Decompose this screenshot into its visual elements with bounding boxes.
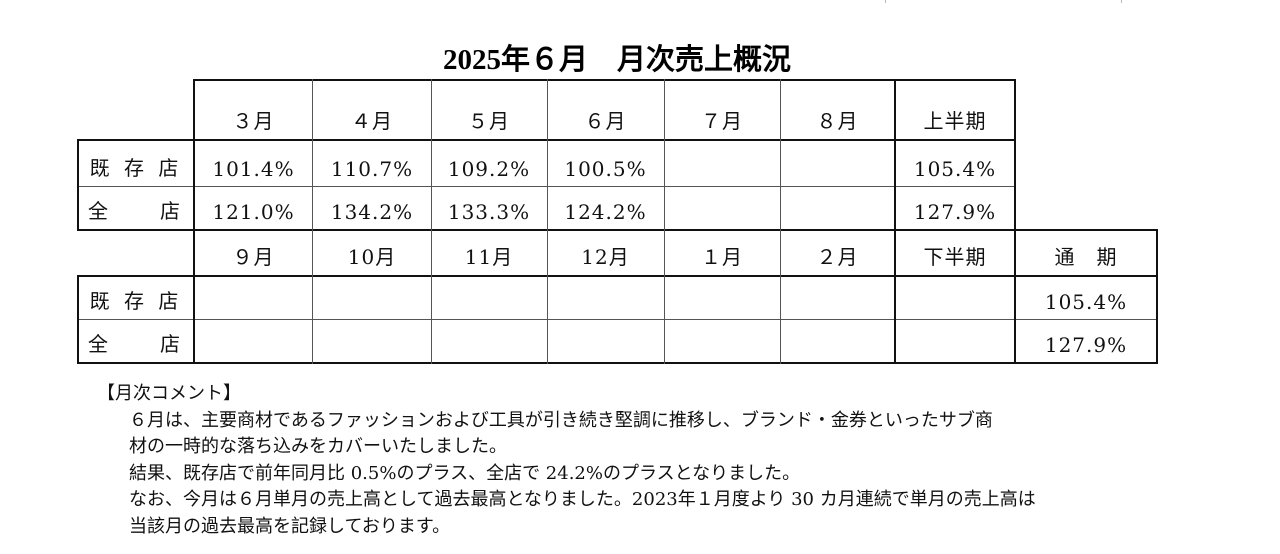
table-cell: 100.5% [564,157,647,181]
header-cell: １月 [701,245,743,269]
grid-line [780,79,781,364]
header-cell: ７月 [701,109,743,133]
header-cell: 12月 [581,245,630,269]
header-cell: ４月 [351,109,393,133]
comment-line: 材の一時的な落ち込みをカバーいたしました。 [129,436,507,457]
row-label-existing-stores: 既 存 店 [89,289,183,313]
comment-heading: 【月次コメント】 [97,383,241,404]
header-cell: ５月 [468,109,510,133]
header-cell: ６月 [584,109,627,133]
table-cell: 105.4% [913,157,997,181]
grid-line [78,229,1158,231]
table-cell [780,140,895,187]
header-cell: ３月 [232,109,275,133]
page-title: 2025年６月 月次売上概況 [442,44,791,76]
table-cell: 101.4% [212,157,295,181]
grid-line [547,79,548,364]
table-cell [664,140,780,187]
grid-line [312,79,313,364]
grid-line [77,275,79,364]
table-cell: 133.3% [447,200,531,224]
table-cell: 121.0% [212,200,295,224]
row-label-all-stores: 全 店 [88,332,184,356]
monthly-comment: 【月次コメント】 ６月は、主要商材であるファッションおよび工具が引き続き堅調に推… [97,381,1036,540]
table-cell [664,187,780,230]
header-cell: 下半期 [923,245,987,269]
grid-line [78,319,1158,320]
table-cell: 127.9% [1044,333,1128,357]
table-cell: 109.2% [447,157,531,181]
grid-line [193,79,1016,81]
grid-line [894,79,896,364]
grid-line [431,79,432,364]
table-cell: 105.4% [1044,290,1128,314]
comment-line: 結果、既存店で前年同月比 0.5%のプラス、全店で 24.2%のプラスとなりまし… [129,462,801,484]
page-edge-mark [1121,0,1122,3]
row-label-existing-stores: 既 存 店 [89,156,183,180]
header-cell: 11月 [464,245,514,269]
grid-line [1014,79,1016,364]
grid-line [193,79,195,364]
table-cell: 110.7% [330,157,414,181]
table-cell: 127.9% [913,200,997,224]
grid-line [78,362,1158,364]
grid-line [78,275,1158,277]
table-cell [780,187,895,230]
grid-line [77,139,79,231]
comment-line: ６月は、主要商材であるファッションおよび工具が引き続き堅調に推移し、ブランド・金… [129,409,993,431]
table-cell: 124.2% [564,200,647,224]
grid-line [664,79,665,364]
header-cell: ８月 [816,109,859,133]
row-label-all-stores: 全 店 [88,199,184,223]
grid-line [1156,229,1158,364]
header-cell: ９月 [232,245,275,269]
table-cell: 134.2% [330,200,414,224]
header-cell: 上半期 [923,109,987,133]
comment-line: なお、今月は６月単月の売上高として過去最高となりました。2023年１月度より 3… [129,489,1036,510]
comment-line: 当該月の過去最高を記録しております。 [129,515,451,537]
header-cell: 通 期 [1054,245,1118,269]
header-cell: ２月 [816,245,859,269]
page-edge-mark [885,0,886,3]
header-cell: 10月 [347,245,397,269]
